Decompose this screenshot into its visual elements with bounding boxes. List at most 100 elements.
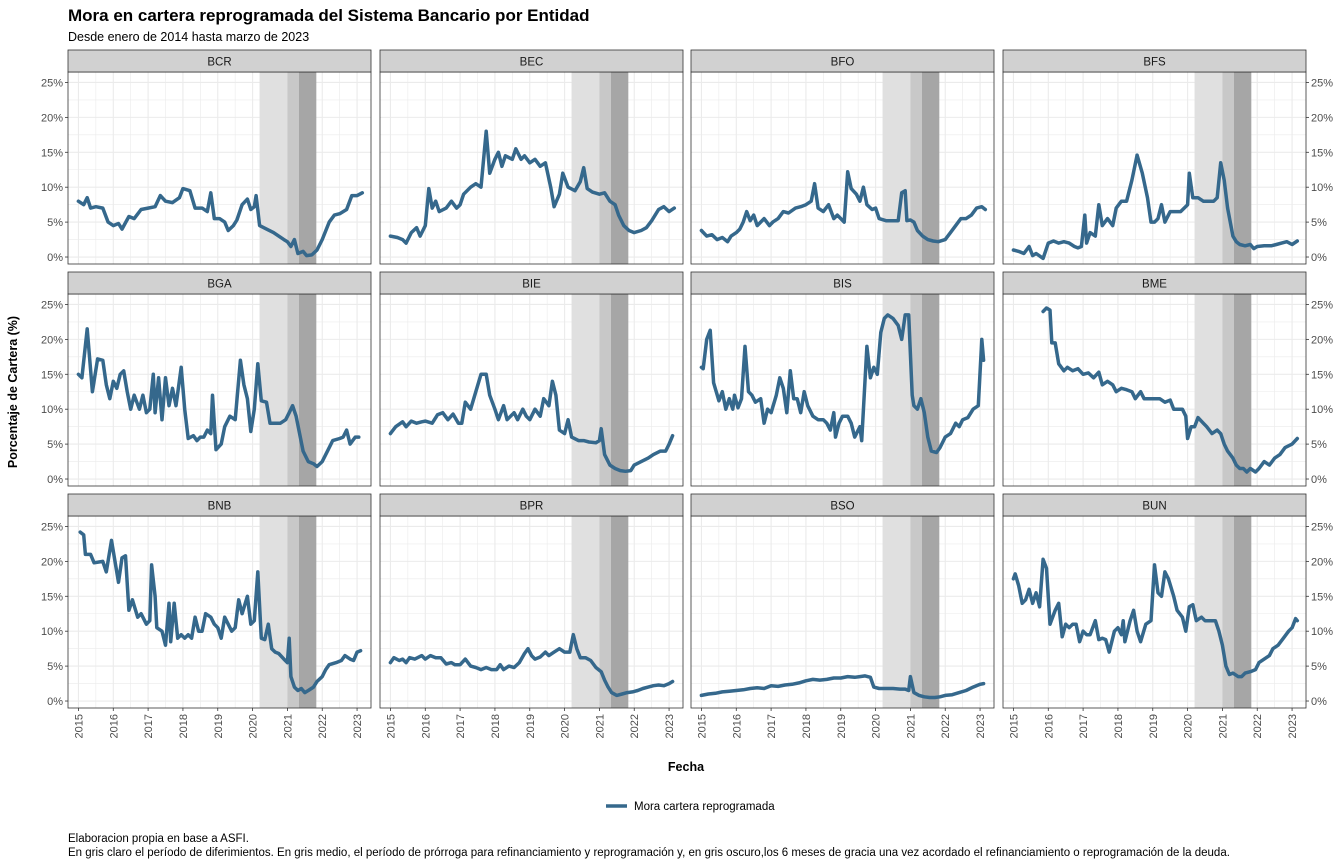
y-tick-label: 10%: [1311, 626, 1333, 638]
x-tick-label: 2017: [143, 714, 155, 738]
x-tick-label: 2016: [1043, 714, 1055, 738]
x-tick-label: 2022: [1252, 714, 1264, 738]
y-tick-label: 5%: [47, 439, 63, 451]
facet-strip: [379, 271, 684, 295]
y-tick-label: 20%: [41, 334, 63, 346]
band-gracia: [610, 294, 629, 486]
y-tick-label: 0%: [1311, 252, 1327, 264]
x-tick-label: 2019: [213, 714, 225, 738]
band-prórroga: [1222, 516, 1234, 708]
band-diferimientos: [1194, 294, 1223, 486]
series-line: [76, 327, 361, 469]
series-line: [1041, 306, 1300, 474]
facet-label: BSO: [830, 501, 854, 513]
facet-label: BGA: [207, 279, 232, 291]
legend-label: Mora cartera reprogramada: [634, 801, 775, 813]
band-gracia: [921, 516, 940, 708]
x-tick-label: 2017: [455, 714, 467, 738]
y-tick-label: 25%: [1311, 77, 1333, 89]
x-tick-label: 2018: [1113, 714, 1125, 738]
facet-panel-bfs: BFS 0% 5% 10% 15% 20% 25%: [1002, 49, 1333, 265]
x-tick-label: 2018: [178, 714, 190, 738]
band-gracia: [1233, 516, 1252, 708]
y-tick-label: 25%: [41, 521, 63, 533]
y-tick-label: 15%: [41, 591, 63, 603]
y-tick-label: 0%: [1311, 474, 1327, 486]
band-prórroga: [1222, 294, 1234, 486]
x-tick-label: 2016: [731, 714, 743, 738]
y-tick-label: 15%: [41, 147, 63, 159]
x-tick-label: 2017: [1078, 714, 1090, 738]
x-tick-label: 2015: [73, 714, 85, 738]
facet-label: BPR: [520, 501, 544, 513]
x-tick-label: 2021: [282, 714, 294, 738]
facet-label: BIS: [833, 279, 852, 291]
y-tick-label: 10%: [41, 182, 63, 194]
facet-panel-bec: BEC: [379, 49, 684, 265]
band-gracia: [298, 72, 317, 264]
band-prórroga: [287, 516, 299, 708]
y-tick-label: 5%: [1311, 217, 1327, 229]
y-tick-label: 10%: [1311, 182, 1333, 194]
series-line: [76, 186, 365, 258]
x-tick-label: 2015: [696, 714, 708, 738]
facet-strip: [1002, 493, 1307, 517]
facet-panel-bun: BUN 0% 5% 10% 15% 20% 25% 2015 2016 2017 2018 2019 2…: [1002, 493, 1333, 738]
x-tick-label: 2021: [905, 714, 917, 738]
facet-panel-bnb: BNB 0% 5% 10% 15% 20% 25% 2015 2016 2017 2018 2019 2…: [41, 493, 372, 738]
band-gracia: [1233, 72, 1252, 264]
y-tick-label: 15%: [1311, 147, 1333, 159]
facet-strip: [379, 493, 684, 517]
band-diferimientos: [259, 516, 288, 708]
band-prórroga: [599, 294, 611, 486]
y-tick-label: 5%: [1311, 661, 1327, 673]
series-line: [1011, 557, 1300, 679]
panel-background: [1003, 294, 1306, 486]
facet-panel-bga: BGA 0% 5% 10% 15% 20% 25%: [41, 271, 372, 487]
band-gracia: [298, 516, 317, 708]
facet-strip: [690, 493, 995, 517]
x-axis-title: Fecha: [668, 760, 705, 774]
facet-strip: [690, 49, 995, 73]
facet-panel-bis: BIS: [690, 271, 995, 487]
chart-title: Mora en cartera reprogramada del Sistema…: [68, 6, 590, 25]
panel-background: [691, 72, 994, 264]
band-diferimientos: [882, 72, 911, 264]
band-diferimientos: [882, 516, 911, 708]
x-tick-label: 2020: [1183, 714, 1195, 738]
caption-line-1: Elaboracion propia en base a ASFI.: [68, 833, 249, 845]
x-tick-label: 2017: [766, 714, 778, 738]
band-diferimientos: [571, 516, 600, 708]
panel-background: [380, 516, 683, 708]
band-gracia: [610, 516, 629, 708]
x-tick-label: 2021: [1217, 714, 1229, 738]
y-tick-label: 0%: [47, 252, 63, 264]
band-prórroga: [599, 516, 611, 708]
band-gracia: [1233, 294, 1252, 486]
x-tick-label: 2020: [871, 714, 883, 738]
y-tick-label: 5%: [47, 661, 63, 673]
facet-label: BUN: [1142, 501, 1166, 513]
band-prórroga: [910, 516, 922, 708]
y-tick-label: 15%: [41, 369, 63, 381]
facet-label: BEC: [520, 57, 544, 69]
series-line: [699, 674, 986, 700]
x-tick-label: 2015: [385, 714, 397, 738]
facet-strip: [67, 49, 372, 73]
x-tick-label: 2015: [1008, 714, 1020, 738]
facet-panel-bso: BSO 2015 2016 2017 2018 2019 2020 2021 2022 2023: [690, 493, 995, 738]
chart-subtitle: Desde enero de 2014 hasta marzo de 2023: [68, 30, 309, 44]
x-tick-label: 2022: [317, 714, 329, 738]
facet-strip: [67, 493, 372, 517]
x-tick-label: 2023: [352, 714, 364, 738]
facet-label: BNB: [208, 501, 232, 513]
y-tick-label: 25%: [1311, 299, 1333, 311]
y-tick-label: 10%: [1311, 404, 1333, 416]
y-tick-label: 10%: [41, 626, 63, 638]
y-tick-label: 15%: [1311, 369, 1333, 381]
band-prórroga: [287, 72, 299, 264]
band-prórroga: [910, 294, 922, 486]
panel-background: [380, 294, 683, 486]
panel-background: [68, 294, 371, 486]
